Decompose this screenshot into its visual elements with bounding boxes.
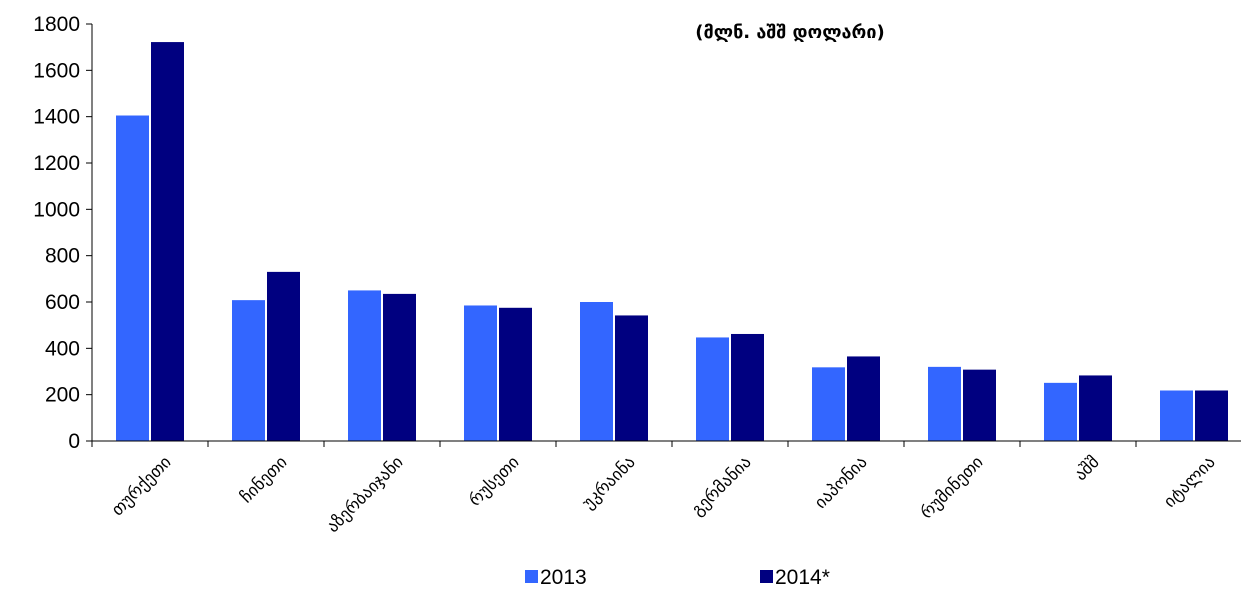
bar-2014-8	[1079, 375, 1112, 441]
bar-2013-9	[1160, 390, 1193, 441]
bar-2014-6	[847, 356, 880, 441]
legend-label: 2013	[540, 566, 587, 589]
bar-2013-7	[928, 366, 961, 441]
bar-2014-5	[731, 333, 764, 441]
y-tick-label: 1000	[33, 198, 80, 221]
chart-subtitle: (მლნ. აშშ დოლარი)	[695, 22, 884, 43]
plot-area	[116, 42, 1228, 441]
legend-label: 2014*	[775, 566, 830, 589]
x-tick-label: აშშ	[1071, 452, 1104, 485]
bar-2013-8	[1044, 382, 1077, 441]
bar-2014-9	[1195, 390, 1228, 441]
bar-2013-2	[348, 290, 381, 441]
legend: 2013 2014*	[525, 566, 830, 589]
x-tick-label: თურქეთი	[108, 452, 176, 520]
bar-2013-3	[464, 305, 497, 441]
bar-2014-4	[615, 315, 648, 441]
y-tick-label: 600	[45, 291, 80, 314]
bar-2013-6	[812, 367, 845, 441]
x-tick-label: იაპონია	[811, 452, 872, 513]
x-tick-label: უკრაინა	[579, 452, 640, 513]
bar-2014-7	[963, 369, 996, 441]
y-tick-label: 800	[45, 245, 80, 268]
y-tick-label: 400	[45, 337, 80, 360]
bar-2014-2	[383, 293, 416, 441]
bar-2014-1	[267, 271, 300, 441]
y-tick-label: 200	[45, 384, 80, 407]
bar-2013-4	[580, 302, 613, 441]
y-tick-label: 1600	[33, 59, 80, 82]
bar-2014-0	[151, 42, 184, 441]
x-tick-label: გერმანია	[688, 452, 756, 520]
y-tick-label: 1800	[33, 13, 80, 36]
bar-2014-3	[499, 307, 532, 441]
x-tick-label: ჩინეთი	[237, 452, 292, 507]
legend-swatch	[760, 570, 773, 583]
x-tick-label: აზერბაიჯანი	[323, 452, 408, 537]
x-axis-ticks: თურქეთი ჩინეთი აზერბაიჯანი რუსეთი უკრაინა გერ…	[91, 441, 1220, 537]
y-tick-label: 0	[68, 430, 80, 453]
y-tick-label: 1400	[33, 106, 80, 129]
bar-2013-1	[232, 300, 265, 441]
bar-2013-0	[116, 115, 149, 441]
x-tick-label: რუმინეთი	[917, 452, 988, 523]
y-axis-ticks: 0 200 400 600 800 1000 1200 1400 1600 1800	[33, 13, 92, 453]
bar-2013-5	[696, 337, 729, 441]
y-tick-label: 1200	[33, 152, 80, 175]
legend-swatch	[525, 570, 538, 583]
x-tick-label: იტალია	[1160, 452, 1219, 511]
x-tick-label: რუსეთი	[465, 452, 523, 510]
